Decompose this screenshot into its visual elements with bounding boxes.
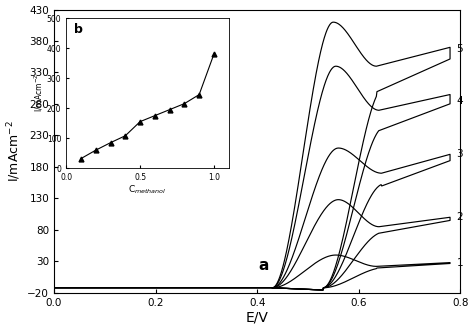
Text: 2: 2 <box>456 212 463 222</box>
Y-axis label: I/mAcm$^{-2}$: I/mAcm$^{-2}$ <box>6 120 23 182</box>
Text: a: a <box>258 258 268 273</box>
X-axis label: E/V: E/V <box>246 311 269 324</box>
Text: 5: 5 <box>456 44 463 53</box>
Text: 1: 1 <box>456 258 463 268</box>
Text: 3: 3 <box>456 149 463 159</box>
Text: 4: 4 <box>456 96 463 106</box>
